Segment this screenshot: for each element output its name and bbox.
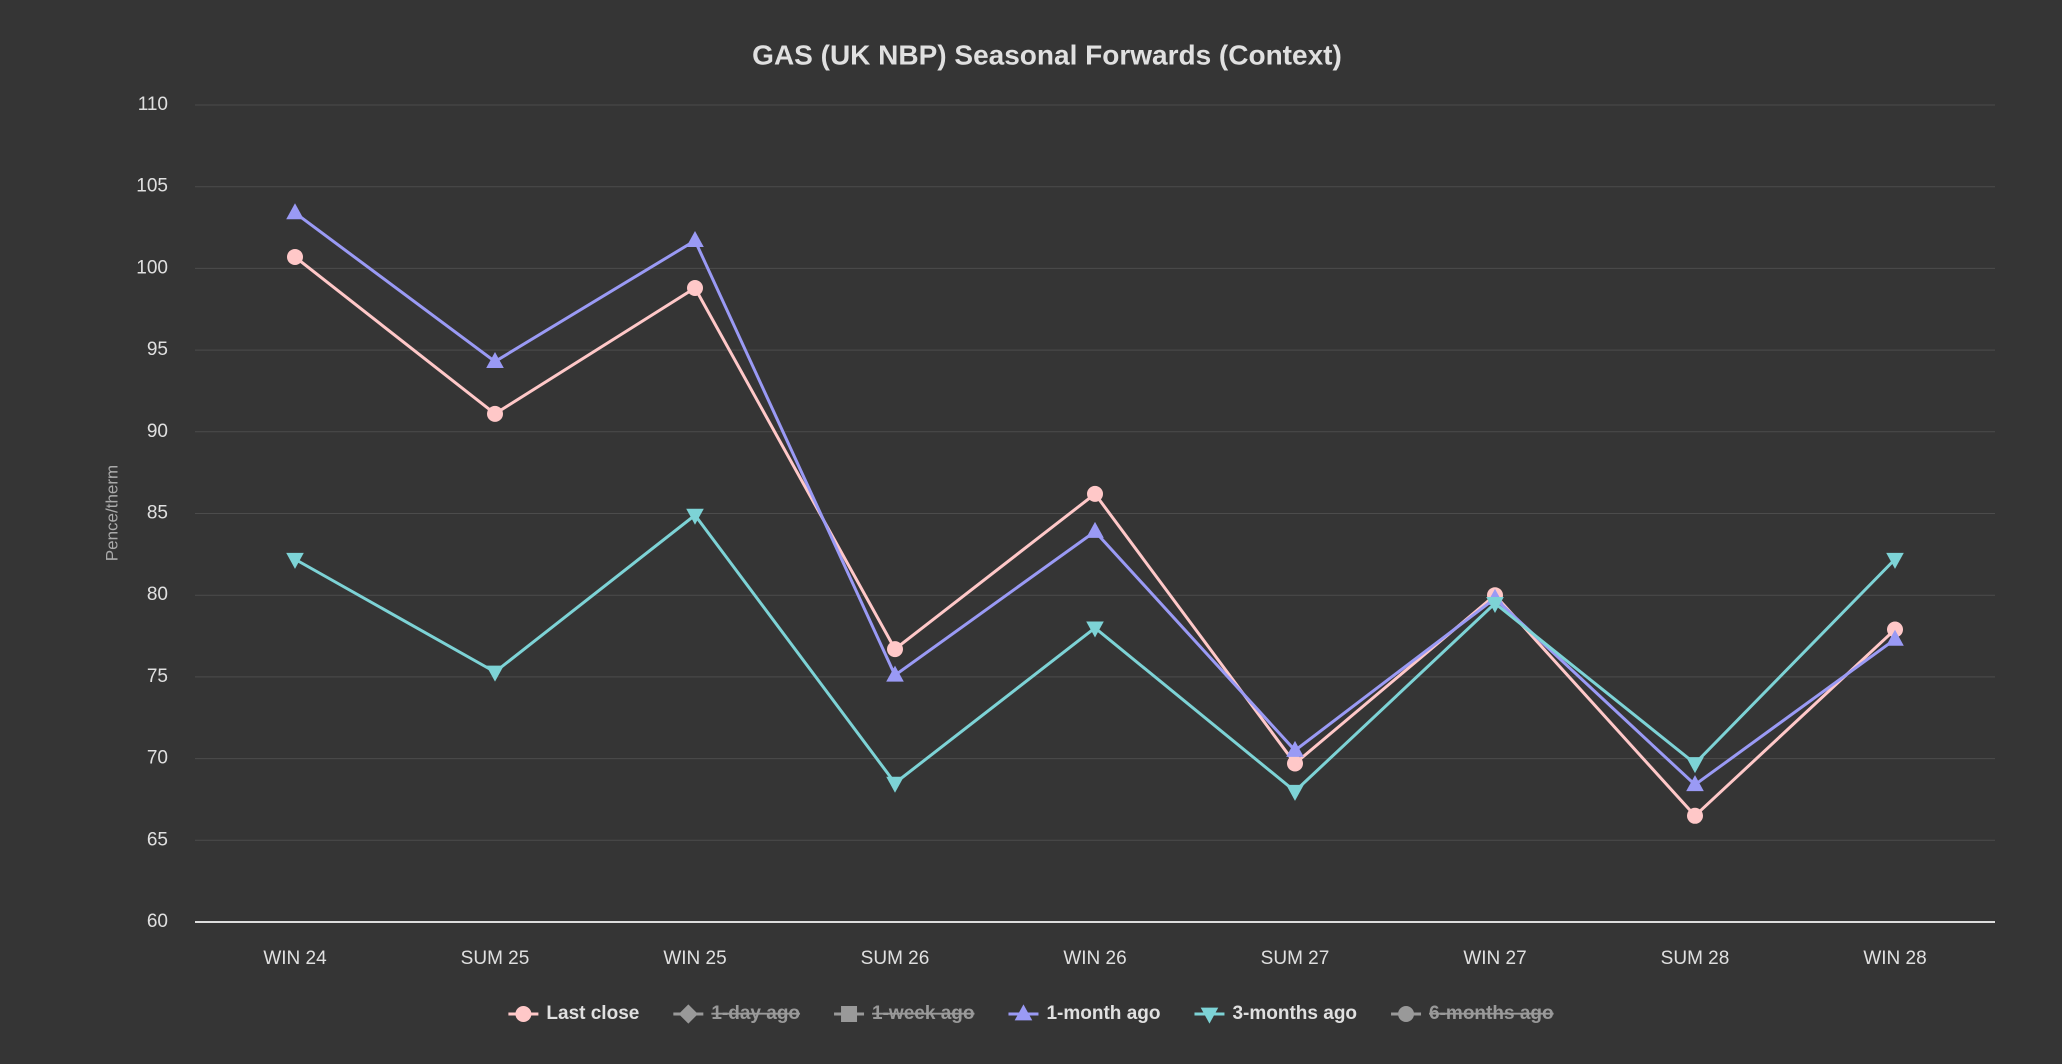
marker [486, 351, 504, 368]
marker [1086, 521, 1104, 538]
marker [1086, 621, 1104, 638]
x-tick-label: WIN 25 [663, 948, 726, 969]
y-tick-label: 80 [147, 584, 168, 605]
marker [1686, 757, 1704, 774]
marker [1286, 784, 1304, 801]
chart-title: GAS (UK NBP) Seasonal Forwards (Context) [752, 39, 1342, 70]
marker [678, 1004, 698, 1024]
marker [1286, 740, 1304, 757]
y-tick-label: 85 [147, 503, 168, 524]
legend-label: Last close [546, 1003, 639, 1024]
marker [487, 405, 503, 422]
y-axis-label: Pence/therm [102, 465, 121, 561]
marker [286, 552, 304, 569]
marker [486, 665, 504, 682]
legend-label: 1-month ago [1046, 1003, 1160, 1024]
marker [1087, 485, 1103, 502]
marker [1287, 755, 1303, 772]
legend-label: 1-day ago [711, 1003, 800, 1024]
x-tick-label: WIN 26 [1063, 948, 1126, 969]
y-tick-label: 110 [138, 94, 168, 115]
legend-label: 6-months ago [1429, 1003, 1554, 1024]
y-tick-label: 60 [147, 911, 168, 932]
y-tick-label: 75 [147, 666, 168, 687]
y-tick-label: 105 [136, 176, 168, 197]
marker [1200, 1007, 1219, 1024]
y-tick-label: 95 [147, 339, 168, 360]
x-tick-label: SUM 25 [461, 948, 530, 969]
y-tick-label: 100 [136, 257, 168, 278]
marker [1886, 629, 1904, 646]
x-tick-label: SUM 28 [1661, 948, 1730, 969]
y-tick-label: 65 [147, 829, 168, 850]
marker [686, 508, 704, 525]
marker [287, 248, 303, 265]
marker [887, 641, 903, 658]
legend-label: 1-week ago [872, 1003, 974, 1024]
marker [1398, 1006, 1415, 1022]
legend: Last close 1-day ago 1-week ago 1-month ago… [508, 1003, 1554, 1024]
marker [1686, 775, 1704, 792]
marker [286, 203, 304, 220]
marker [687, 280, 703, 297]
marker [686, 231, 704, 248]
y-tick-label: 90 [147, 421, 168, 442]
marker [1486, 596, 1504, 613]
x-tick-label: WIN 28 [1863, 948, 1926, 969]
x-tick-label: WIN 24 [263, 948, 327, 969]
marker [1014, 1004, 1033, 1021]
y-tick-label: 70 [147, 748, 168, 769]
x-tick-label: SUM 26 [861, 948, 930, 969]
x-tick-label: SUM 27 [1261, 948, 1330, 969]
marker [515, 1006, 532, 1022]
marker [1887, 621, 1903, 638]
legend-label: 3-months ago [1232, 1003, 1357, 1024]
marker [886, 665, 904, 682]
marker [1687, 807, 1703, 824]
marker [886, 776, 904, 793]
x-tick-label: WIN 27 [1463, 948, 1526, 969]
marker [1886, 552, 1904, 569]
marker [841, 1006, 858, 1022]
